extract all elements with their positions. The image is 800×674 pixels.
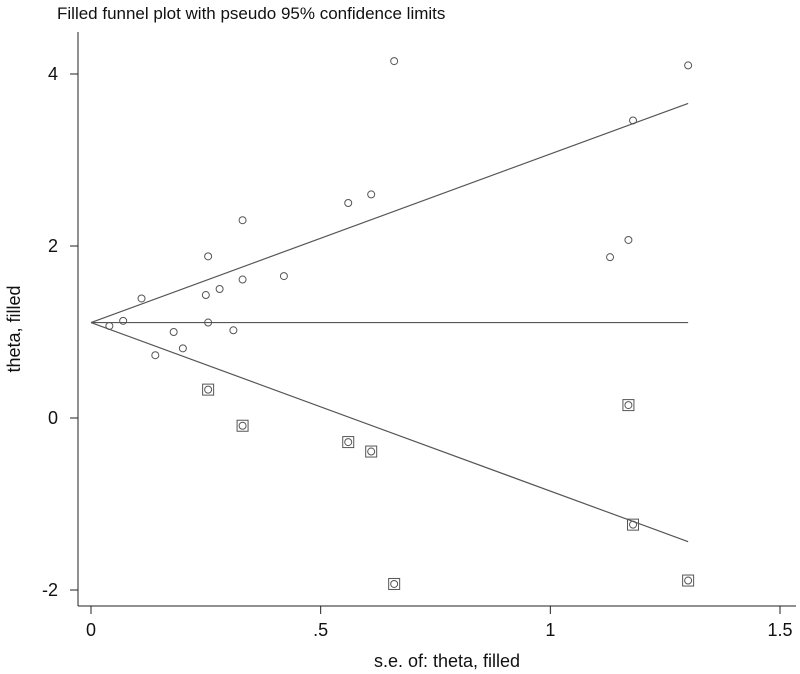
- filled-marker-box: [342, 436, 355, 449]
- observed-study-point: [201, 291, 210, 300]
- y-axis-label: theta, filled: [4, 285, 24, 372]
- observed-study-point: [606, 253, 615, 262]
- filled-study-point: [622, 399, 635, 412]
- upper-confidence-limit: [90, 102, 689, 324]
- filled-marker-box: [202, 383, 215, 396]
- filled-marker-circle: [204, 385, 213, 394]
- observed-study-point: [215, 285, 224, 293]
- x-axis-label: s.e. of: theta, filled: [374, 651, 520, 671]
- observed-study-point: [178, 344, 187, 353]
- filled-marker-box: [682, 574, 695, 587]
- filled-marker-circle: [344, 438, 353, 447]
- observed-study-point: [119, 316, 128, 325]
- filled-marker-circle: [367, 447, 376, 456]
- filled-marker-box: [627, 518, 640, 531]
- observed-study-point: [204, 318, 213, 327]
- observed-study-point: [684, 61, 693, 70]
- ticks: 0 .5 1 1.5 -2 0 2 4: [42, 64, 793, 640]
- observed-study-point: [629, 116, 638, 125]
- filled-study-point: [202, 383, 215, 396]
- x-tick-label: 0: [86, 620, 96, 640]
- filled-marker-circle: [624, 401, 633, 410]
- observed-study-point: [344, 199, 353, 207]
- chart-title: Filled funnel plot with pseudo 95% confi…: [57, 4, 446, 23]
- filled-marker-circle: [629, 520, 638, 529]
- filled-study-point: [342, 436, 355, 449]
- filled-marker-circle: [684, 576, 693, 585]
- filled-marker-box: [388, 577, 401, 590]
- y-tick-label: 0: [48, 408, 58, 428]
- observed-study-point: [169, 328, 178, 336]
- observed-study-point: [137, 294, 146, 303]
- observed-study-point: [204, 252, 213, 261]
- filled-marker-box: [622, 399, 635, 412]
- filled-study-point: [627, 518, 640, 531]
- filled-study-point: [682, 574, 695, 587]
- y-tick-label: -2: [42, 580, 58, 600]
- lower-confidence-limit: [90, 321, 689, 543]
- observed-study-point: [238, 275, 247, 284]
- observed-study-point: [390, 57, 399, 66]
- observed-study-point: [229, 326, 238, 335]
- filled-study-point: [236, 419, 249, 432]
- filled-marker-circle: [238, 421, 247, 430]
- filled-study-point: [388, 577, 401, 590]
- filled-marker-box: [365, 445, 378, 458]
- axes: [77, 32, 796, 607]
- observed-study-point: [367, 190, 376, 199]
- observed-study-point: [624, 235, 633, 244]
- filled-marker-box: [236, 419, 249, 432]
- funnel-lines: [90, 102, 689, 543]
- observed-study-point: [238, 216, 247, 225]
- y-tick-label: 4: [48, 64, 58, 84]
- x-tick-label: 1.5: [767, 620, 792, 640]
- observed-study-point: [105, 321, 114, 330]
- observed-study-point: [151, 351, 160, 360]
- data-points: [105, 57, 695, 590]
- observed-study-point: [279, 272, 288, 281]
- filled-study-point: [365, 445, 378, 458]
- x-tick-label: .5: [313, 620, 328, 640]
- filled-marker-circle: [390, 579, 399, 588]
- y-tick-label: 2: [48, 236, 58, 256]
- x-tick-label: 1: [545, 620, 555, 640]
